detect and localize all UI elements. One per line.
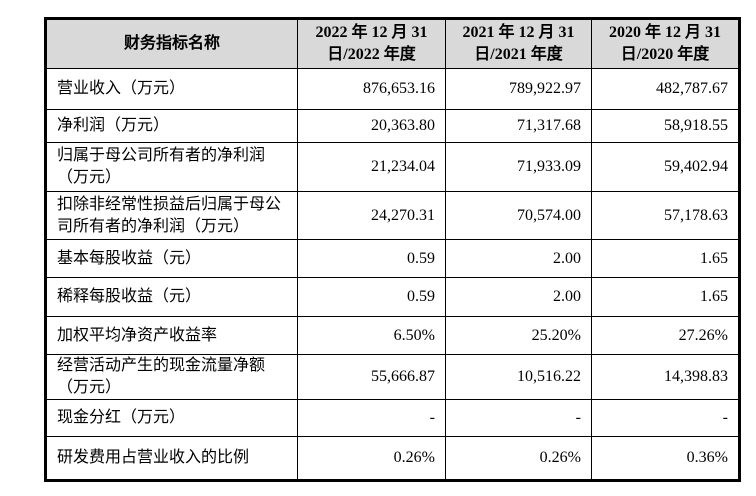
- cell-value: 6.50%: [297, 316, 446, 355]
- row-label: 现金分红（万元）: [45, 399, 298, 437]
- cell-value: 10,516.22: [445, 354, 592, 400]
- header-period-2022: 2022 年 12 月 31 日/2022 年度: [297, 18, 446, 69]
- table-row: 研发费用占营业收入的比例 0.26% 0.26% 0.36%: [45, 436, 740, 481]
- cell-value: 0.59: [297, 277, 446, 317]
- header-period-2022-line1: 2022 年 12 月 31: [315, 23, 428, 41]
- cell-value: 25.20%: [445, 316, 592, 355]
- cell-value: 20,363.80: [297, 109, 446, 143]
- cell-value: 59,402.94: [591, 142, 740, 192]
- cell-value: -: [297, 399, 446, 437]
- table-header: 财务指标名称 2022 年 12 月 31 日/2022 年度 2021 年 1…: [45, 18, 740, 69]
- header-period-2020: 2020 年 12 月 31 日/2020 年度: [591, 18, 740, 69]
- cell-value: -: [445, 399, 592, 437]
- row-label: 研发费用占营业收入的比例: [45, 436, 298, 481]
- cell-value: 0.36%: [591, 436, 740, 481]
- cell-value: 876,653.16: [297, 68, 446, 110]
- header-period-2021: 2021 年 12 月 31 日/2021 年度: [445, 18, 592, 69]
- cell-value: 71,933.09: [445, 142, 592, 192]
- cell-value: 2.00: [445, 277, 592, 317]
- table-row: 营业收入（万元） 876,653.16 789,922.97 482,787.6…: [45, 68, 740, 110]
- table-body: 营业收入（万元） 876,653.16 789,922.97 482,787.6…: [45, 68, 740, 481]
- cell-value: 1.65: [591, 277, 740, 317]
- cell-value: 58,918.55: [591, 109, 740, 143]
- cell-value: 24,270.31: [297, 191, 446, 240]
- table-row: 经营活动产生的现金流量净额（万元） 55,666.87 10,516.22 14…: [45, 354, 740, 400]
- cell-value: 482,787.67: [591, 68, 740, 110]
- header-period-2020-line2: 日/2020 年度: [620, 46, 710, 63]
- row-label: 加权平均净资产收益率: [45, 316, 298, 355]
- cell-value: 1.65: [591, 239, 740, 278]
- cell-value: 2.00: [445, 239, 592, 278]
- header-period-2022-line2: 日/2022 年度: [327, 46, 416, 63]
- table-row: 扣除非经常性损益后归属于母公司所有者的净利润（万元） 24,270.31 70,…: [45, 191, 740, 240]
- row-label: 净利润（万元）: [45, 109, 298, 143]
- row-label: 基本每股收益（元）: [45, 239, 298, 278]
- table-row: 基本每股收益（元） 0.59 2.00 1.65: [45, 239, 740, 278]
- header-period-2021-line1: 2021 年 12 月 31: [462, 23, 575, 41]
- header-indicator-name: 财务指标名称: [45, 18, 298, 69]
- table-row: 现金分红（万元） - - -: [45, 399, 740, 437]
- cell-value: 70,574.00: [445, 191, 592, 240]
- header-period-2021-line2: 日/2021 年度: [474, 46, 563, 63]
- row-label: 扣除非经常性损益后归属于母公司所有者的净利润（万元）: [45, 191, 298, 240]
- table-row: 加权平均净资产收益率 6.50% 25.20% 27.26%: [45, 316, 740, 355]
- cell-value: 0.59: [297, 239, 446, 278]
- cell-value: 27.26%: [591, 316, 740, 355]
- cell-value: 71,317.68: [445, 109, 592, 143]
- cell-value: 14,398.83: [591, 354, 740, 400]
- cell-value: 0.26%: [445, 436, 592, 481]
- row-label: 归属于母公司所有者的净利润（万元）: [45, 142, 298, 192]
- cell-value: 789,922.97: [445, 68, 592, 110]
- cell-value: -: [591, 399, 740, 437]
- table-row: 净利润（万元） 20,363.80 71,317.68 58,918.55: [45, 109, 740, 143]
- row-label: 稀释每股收益（元）: [45, 277, 298, 317]
- table-row: 稀释每股收益（元） 0.59 2.00 1.65: [45, 277, 740, 317]
- header-row: 财务指标名称 2022 年 12 月 31 日/2022 年度 2021 年 1…: [45, 18, 740, 69]
- row-label: 经营活动产生的现金流量净额（万元）: [45, 354, 298, 400]
- row-label: 营业收入（万元）: [45, 68, 298, 110]
- cell-value: 21,234.04: [297, 142, 446, 192]
- cell-value: 0.26%: [297, 436, 446, 481]
- financial-table-container: 财务指标名称 2022 年 12 月 31 日/2022 年度 2021 年 1…: [44, 17, 741, 482]
- cell-value: 55,666.87: [297, 354, 446, 400]
- table-row: 归属于母公司所有者的净利润（万元） 21,234.04 71,933.09 59…: [45, 142, 740, 192]
- financial-indicators-table: 财务指标名称 2022 年 12 月 31 日/2022 年度 2021 年 1…: [44, 17, 741, 482]
- header-period-2020-line1: 2020 年 12 月 31: [608, 23, 721, 41]
- cell-value: 57,178.63: [591, 191, 740, 240]
